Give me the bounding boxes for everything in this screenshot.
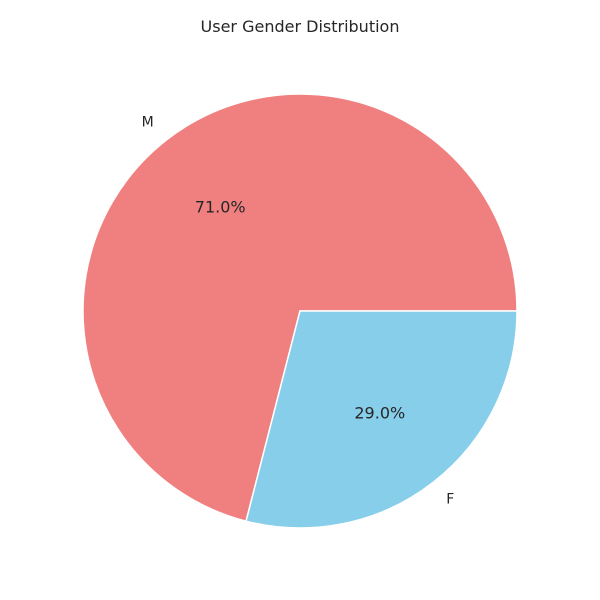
pie-slices — [82, 93, 518, 529]
slice-label-f: F — [446, 492, 454, 508]
pie-slice-m — [82, 93, 518, 523]
slice-percent-m: 71.0% — [195, 198, 246, 217]
pie-labels: M 71.0% F 29.0% — [142, 114, 455, 507]
chart-title: User Gender Distribution — [201, 17, 400, 36]
pie-slice-f — [245, 310, 518, 529]
slice-percent-f: 29.0% — [354, 403, 405, 422]
slice-label-m: M — [142, 114, 154, 130]
